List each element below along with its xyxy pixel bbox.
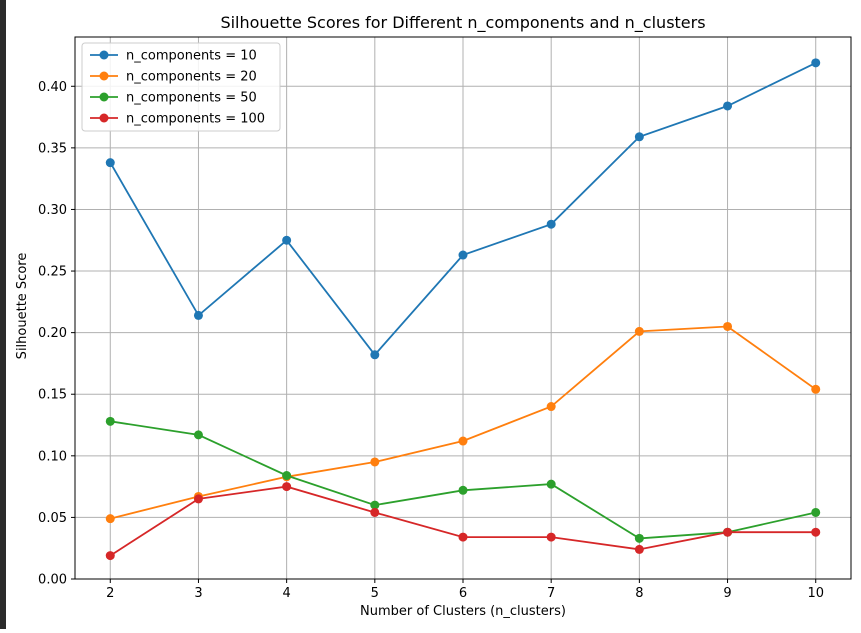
legend-label: n_components = 10 [126,49,257,64]
data-point [634,533,644,543]
x-tick-label: 8 [635,586,643,601]
y-axis-label: Silhouette Score [15,253,30,360]
data-point [811,384,821,394]
x-tick-label: 3 [194,586,202,601]
data-point [723,321,733,331]
data-point [634,544,644,554]
data-point [546,479,556,489]
x-tick-label: 5 [371,586,379,601]
legend-label: n_components = 20 [126,70,257,85]
data-point [105,551,115,561]
data-point [282,482,292,492]
data-point [546,532,556,542]
data-point [811,58,821,68]
data-point [458,436,468,446]
data-point [282,235,292,245]
data-point [458,532,468,542]
legend-label: n_components = 50 [126,91,257,106]
data-point [105,514,115,524]
data-point [723,101,733,111]
legend-box [81,42,281,132]
data-point [193,430,203,440]
data-point [546,402,556,412]
data-point [458,485,468,495]
data-point [193,310,203,320]
legend-swatch-marker [99,50,109,60]
data-point [811,527,821,537]
plot-area-frame [74,36,852,580]
y-tick-label: 0.20 [38,326,67,341]
x-tick-label: 4 [282,586,290,601]
data-point [105,158,115,168]
series-lines [105,58,821,561]
data-point [634,132,644,142]
legend-swatch-marker [99,92,109,102]
data-point [811,507,821,517]
x-axis-label: Number of Clusters (n_clusters) [360,604,566,619]
legend-swatch-marker [99,71,109,81]
data-point [282,471,292,481]
y-tick-label: 0.25 [38,265,67,280]
legend-swatch-marker [99,113,109,123]
data-point [370,500,380,510]
x-tick-label: 2 [106,586,114,601]
data-point [370,507,380,517]
y-tick-label: 0.10 [38,449,67,464]
legend: n_components = 10 n_components = 20 n_comp… [81,42,281,132]
data-point [634,326,644,336]
data-point [370,457,380,467]
data-point [546,219,556,229]
window-edge [0,0,6,629]
data-point [723,527,733,537]
axis-ticks: 2 3 4 5 6 7 8 9 10 0.00 0.05 0.10 0.15 0.20 0.25 0.30 0.… [38,80,824,601]
y-tick-label: 0.40 [38,80,67,95]
data-point [193,494,203,504]
y-tick-label: 0.00 [38,573,67,588]
x-tick-label: 9 [723,586,731,601]
y-tick-label: 0.15 [38,388,67,403]
y-tick-label: 0.30 [38,203,67,218]
x-tick-label: 6 [459,586,467,601]
x-tick-label: 7 [547,586,555,601]
y-tick-label: 0.35 [38,141,67,156]
data-point [370,350,380,360]
grid [75,37,851,580]
x-tick-label: 10 [807,586,824,601]
legend-label: n_components = 100 [126,112,265,127]
data-point [105,416,115,426]
y-tick-label: 0.05 [38,511,67,526]
chart-title: Silhouette Scores for Different n_compon… [220,13,705,33]
data-point [458,250,468,260]
